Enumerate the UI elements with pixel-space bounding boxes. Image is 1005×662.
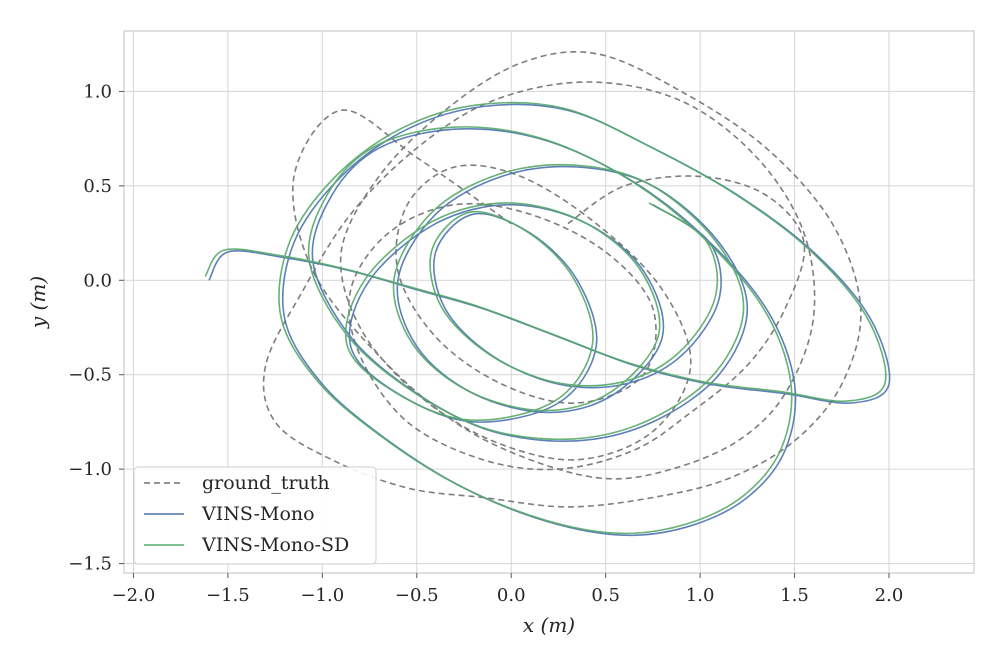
plot-frame bbox=[123, 30, 975, 574]
legend-label-vins-mono: VINS-Mono bbox=[201, 503, 315, 525]
x-tick-label: 1.0 bbox=[686, 585, 715, 606]
series-vins-mono bbox=[208, 103, 891, 537]
x-tick-label: 2.0 bbox=[875, 585, 904, 606]
y-tick-label: −1.5 bbox=[68, 554, 112, 575]
series-ground-truth bbox=[262, 51, 862, 508]
x-axis-ticks: −2.0 −1.5 −1.0 −0.5 0.0 0.5 1.0 1.5 2.0 bbox=[112, 573, 904, 606]
legend: ground_truth VINS-Mono VINS-Mono-SD bbox=[133, 466, 377, 565]
legend-box bbox=[133, 466, 377, 565]
y-tick-label: −1.0 bbox=[68, 459, 112, 480]
x-tick-label: 0.0 bbox=[497, 585, 526, 606]
x-tick-label: −1.5 bbox=[206, 585, 250, 606]
y-tick-label: 1.0 bbox=[83, 81, 112, 102]
y-axis-ticks: −1.5 −1.0 −0.5 0.0 0.5 1.0 bbox=[68, 81, 124, 575]
y-tick-label: 0.0 bbox=[83, 270, 112, 291]
legend-label-ground-truth: ground_truth bbox=[202, 472, 330, 494]
x-tick-label: −2.0 bbox=[112, 585, 156, 606]
x-axis-label: x (m) bbox=[523, 613, 575, 637]
x-tick-label: −0.5 bbox=[395, 585, 439, 606]
y-tick-label: 0.5 bbox=[83, 176, 112, 197]
x-tick-label: 0.5 bbox=[591, 585, 620, 606]
plot-area bbox=[204, 51, 891, 537]
y-axis-label: y (m) bbox=[26, 276, 50, 329]
y-tick-label: −0.5 bbox=[68, 365, 112, 386]
legend-label-vins-mono-sd: VINS-Mono-SD bbox=[201, 534, 349, 556]
series-vins-mono-sd bbox=[204, 101, 887, 535]
x-tick-label: −1.0 bbox=[300, 585, 344, 606]
x-tick-label: 1.5 bbox=[780, 585, 809, 606]
